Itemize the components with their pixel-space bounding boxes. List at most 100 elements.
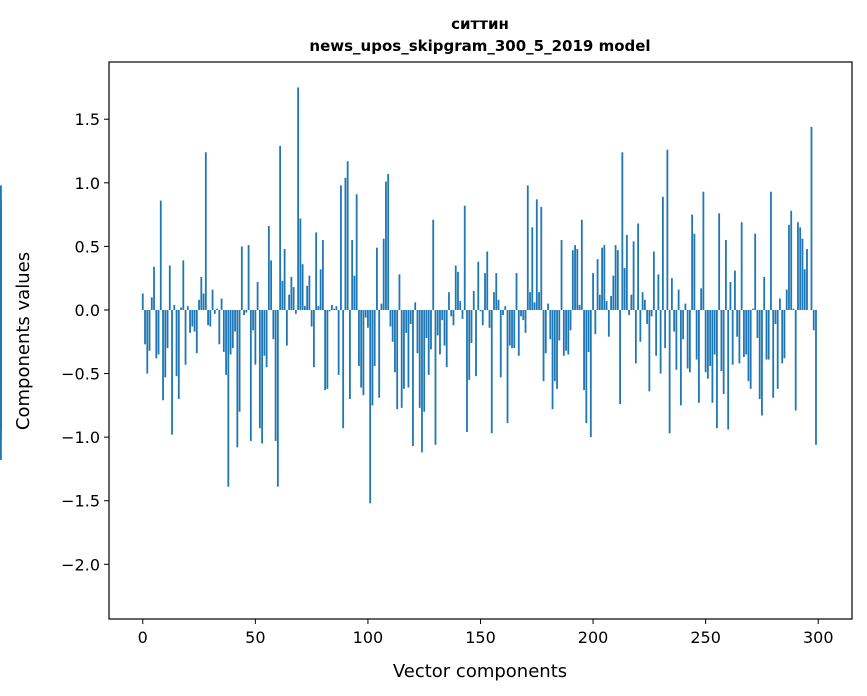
bar [576, 248, 579, 310]
bar [761, 309, 763, 416]
bar [394, 309, 396, 373]
bar [380, 303, 383, 310]
bar [729, 282, 732, 310]
bar [682, 309, 685, 340]
bar [567, 309, 570, 355]
bar [695, 309, 698, 360]
bar [659, 309, 662, 374]
bar [148, 309, 151, 351]
bar [405, 309, 408, 333]
bar [371, 309, 374, 406]
bar [493, 292, 495, 310]
bar [497, 299, 500, 310]
bar [614, 245, 617, 310]
bar [427, 309, 430, 375]
x-axis-label: Vector components [393, 661, 567, 682]
bar [209, 309, 212, 327]
bar [770, 191, 772, 310]
bar [283, 248, 286, 310]
bar [173, 304, 176, 310]
bar [0, 206, 2, 310]
bar [153, 266, 155, 310]
bar [328, 309, 331, 312]
bar [321, 240, 324, 310]
bar [463, 205, 466, 310]
x-tick-label: 250 [690, 628, 721, 647]
x-tick-label: 100 [353, 628, 384, 647]
bar [218, 309, 221, 345]
bar [670, 278, 673, 310]
bar [749, 309, 752, 389]
bar [772, 309, 775, 398]
y-tick-label: −1.5 [61, 492, 100, 511]
bar [430, 309, 432, 350]
bar [475, 309, 477, 377]
bar [589, 309, 592, 438]
bar [157, 309, 160, 355]
bar [542, 309, 545, 382]
bar [207, 309, 209, 326]
bar [562, 309, 565, 356]
bar [349, 309, 351, 399]
bar [315, 232, 318, 310]
bar [297, 87, 300, 310]
bar [720, 309, 723, 372]
bar [664, 309, 667, 349]
bar [144, 309, 146, 345]
bar [747, 309, 750, 382]
bar [499, 309, 502, 378]
bar [191, 309, 194, 327]
bar [484, 273, 486, 310]
bar [743, 309, 745, 358]
bar [781, 309, 784, 364]
bar [506, 309, 509, 424]
y-tick-label: 0.5 [75, 237, 100, 256]
bar [308, 275, 311, 310]
bar [752, 308, 754, 310]
bar [691, 214, 694, 310]
bar [731, 309, 734, 365]
bar [529, 292, 531, 310]
bar [583, 309, 585, 391]
bar [698, 309, 700, 403]
bar [364, 309, 367, 318]
bar [412, 309, 414, 447]
bar [551, 309, 554, 410]
bar [585, 309, 588, 424]
bar [587, 309, 590, 352]
bar [490, 309, 493, 434]
bar [472, 290, 475, 310]
bar [522, 309, 525, 321]
bar [713, 309, 716, 355]
bar [598, 294, 601, 310]
bar [312, 309, 315, 368]
bar [569, 309, 572, 331]
bar [407, 309, 410, 388]
y-tick-label: 0.0 [75, 301, 100, 320]
bar [637, 223, 640, 310]
bar [603, 245, 606, 310]
bar [355, 194, 358, 310]
bar [358, 309, 360, 366]
bar [0, 309, 2, 352]
bar [641, 292, 644, 310]
bar [441, 309, 444, 321]
bar [763, 276, 766, 310]
bar [666, 149, 669, 310]
bar [351, 240, 354, 310]
bar [292, 287, 295, 310]
bar [425, 309, 428, 338]
bar [610, 295, 612, 310]
bar [193, 309, 196, 332]
bar [544, 309, 547, 354]
bar [243, 309, 245, 316]
bar [432, 219, 435, 310]
bar [785, 289, 788, 310]
bar [382, 238, 385, 310]
bar [387, 173, 390, 310]
bar [765, 309, 768, 360]
bar [596, 259, 599, 310]
bar [168, 265, 171, 310]
bar [810, 126, 813, 310]
